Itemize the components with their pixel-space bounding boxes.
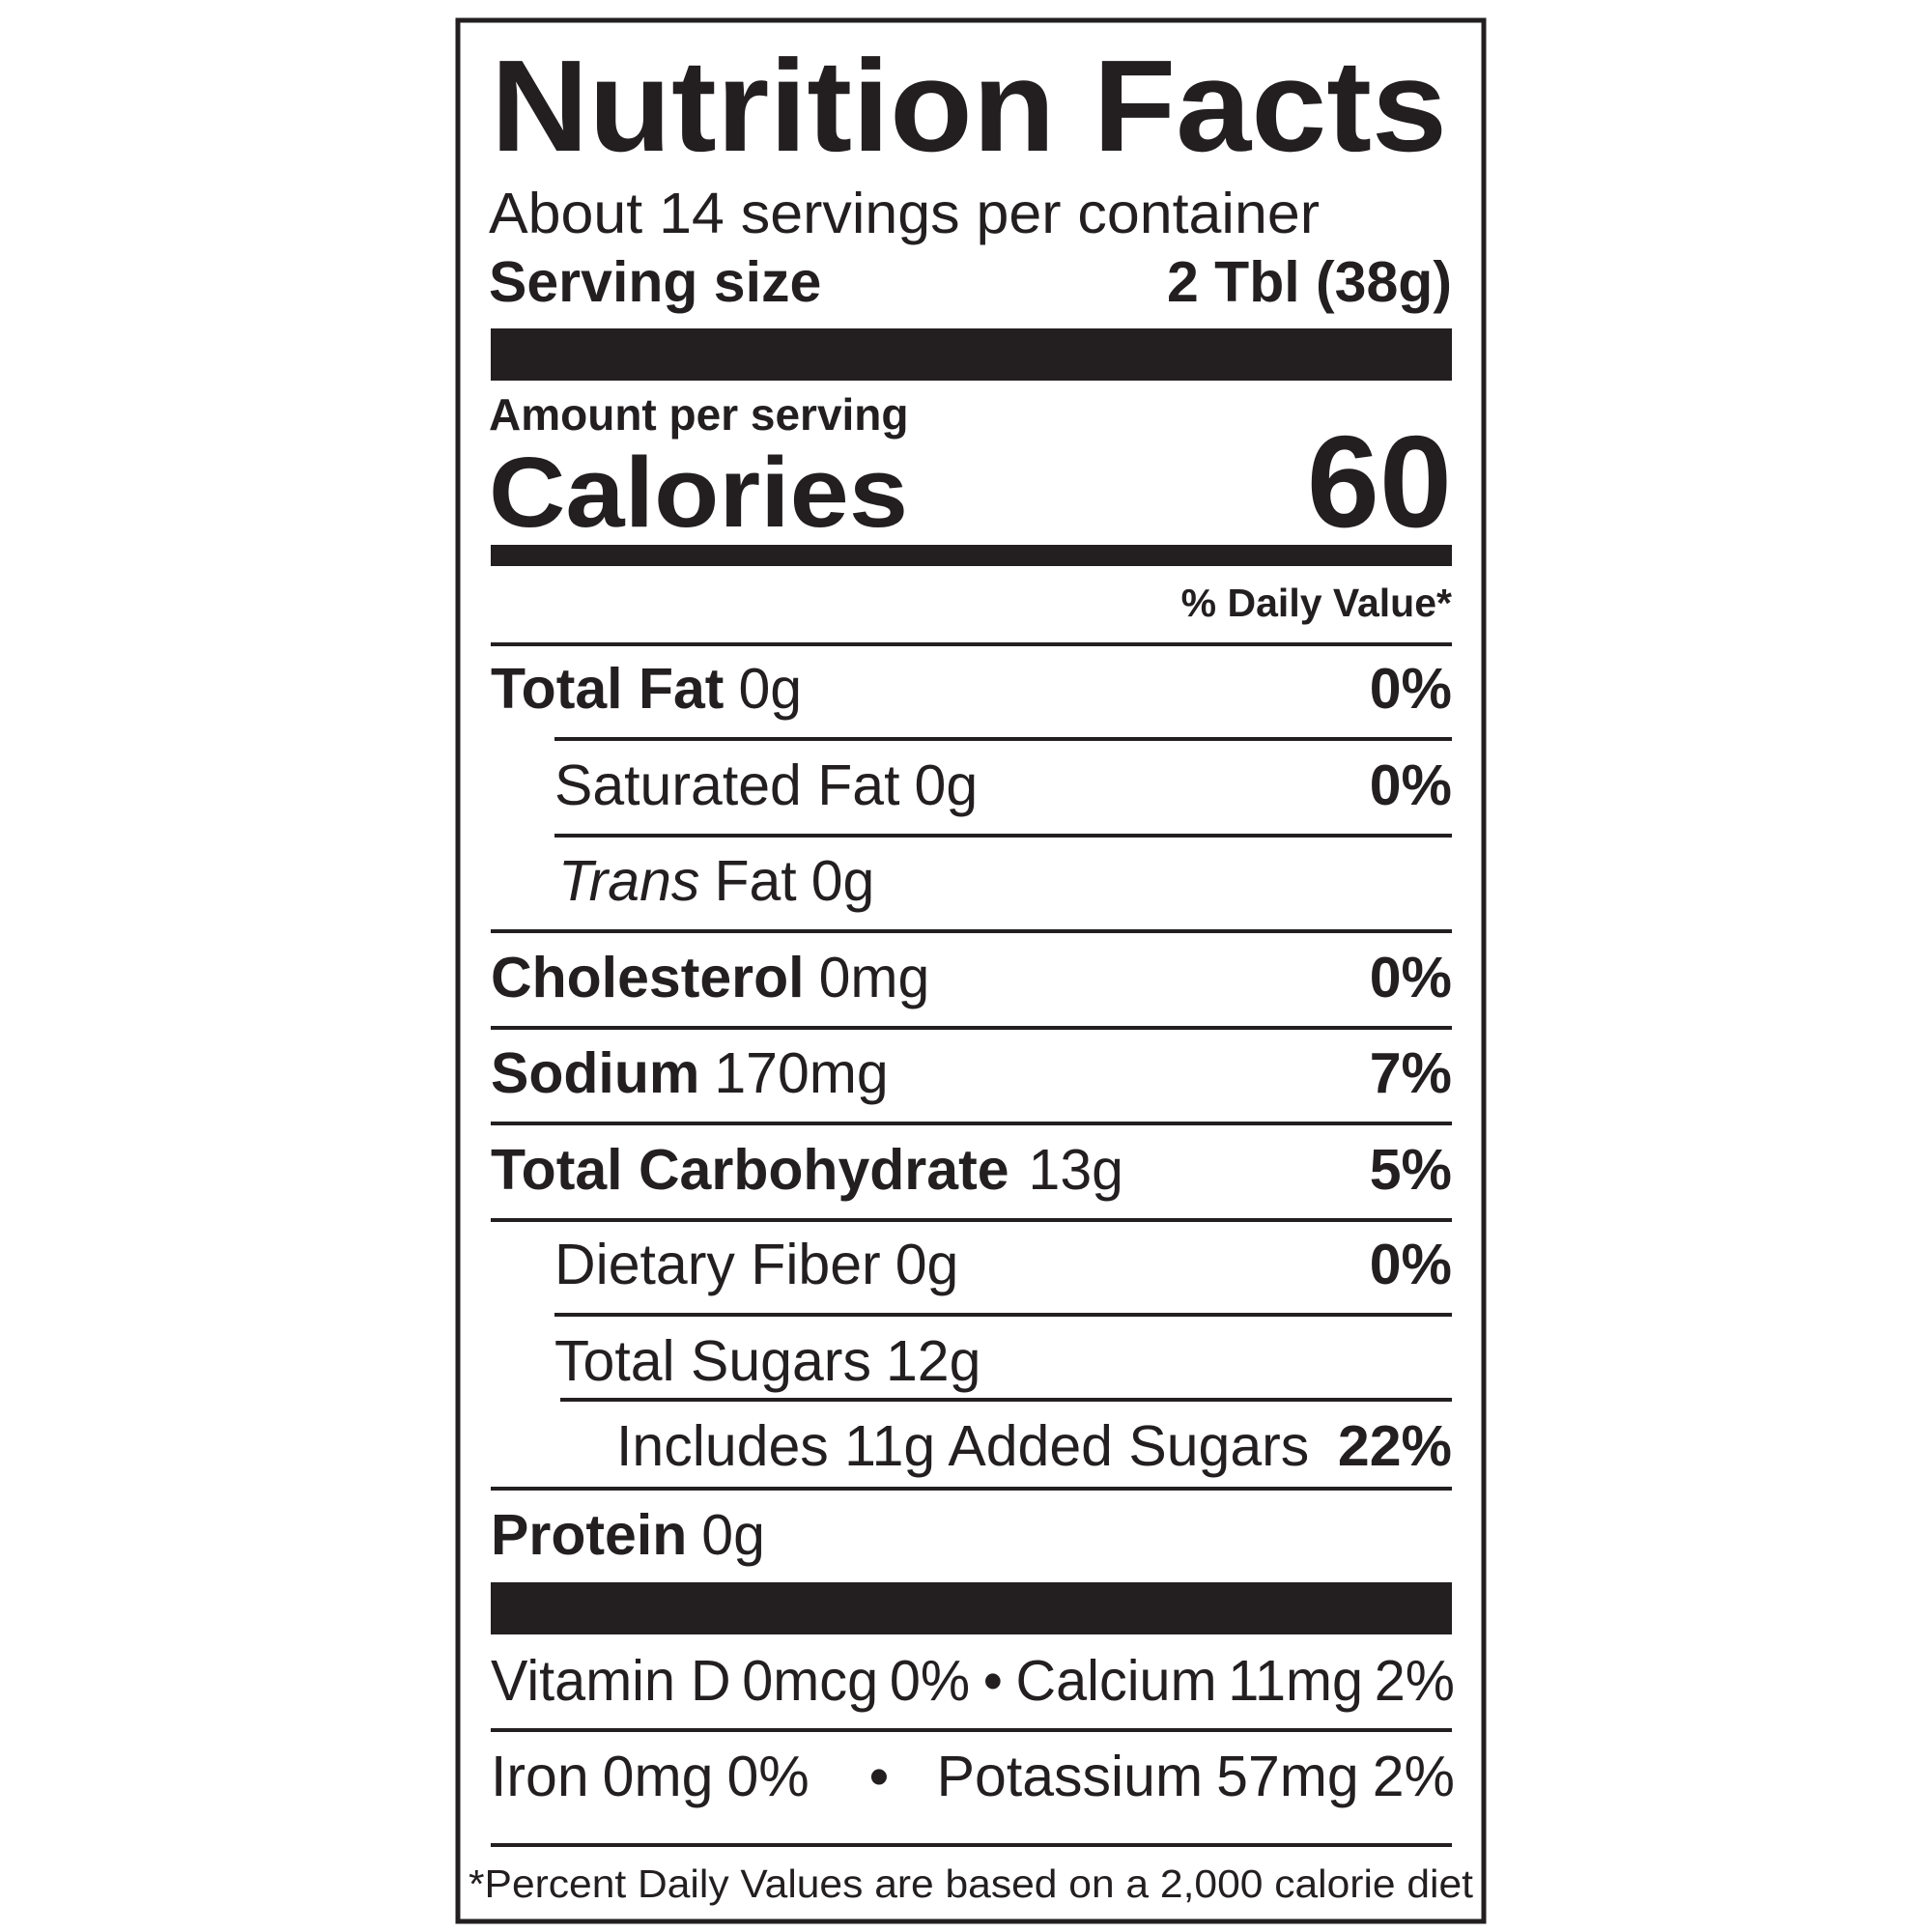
micronutrient-row: Vitamin D0mcg 0% • Calcium 11mg 2% xyxy=(491,1649,1455,1713)
nutrient-amount: 12g xyxy=(886,1329,980,1393)
label-border xyxy=(455,17,1487,1924)
micro-amount: 11mg xyxy=(1228,1649,1363,1713)
nutrient-name: Total Sugars xyxy=(554,1329,871,1393)
nutrient-name: Saturated Fat xyxy=(554,753,900,817)
divider-thick xyxy=(491,1582,1452,1634)
nutrient-dv: 0% xyxy=(1370,657,1452,721)
nutrient-name: Sodium xyxy=(491,1041,699,1105)
nutrient-row: Dietary Fiber 0g xyxy=(554,1233,958,1296)
divider-thick xyxy=(491,328,1452,381)
nutrient-row: Total Carbohydrate 13g xyxy=(491,1138,1123,1202)
micro-name: Iron xyxy=(491,1745,589,1808)
nutrient-name: Includes 11g Added Sugars xyxy=(616,1414,1309,1478)
nutrient-row: Protein 0g xyxy=(491,1503,765,1567)
nutrient-dv: 0% xyxy=(1370,946,1452,1009)
nutrient-row: Saturated Fat 0g xyxy=(554,753,978,817)
row-dividers xyxy=(491,642,1452,1847)
serving-size: 2 Tbl (38g) xyxy=(1167,250,1452,314)
micro-name: Calcium xyxy=(1016,1649,1217,1713)
nutrient-name: Cholesterol xyxy=(491,946,805,1009)
title: Nutrition Facts xyxy=(491,33,1447,179)
nutrient-name: Dietary Fiber xyxy=(554,1233,881,1296)
nutrient-dv: 22% xyxy=(1338,1414,1452,1478)
nutrient-amount: 0g xyxy=(895,1233,959,1296)
serving-size-label: Serving size xyxy=(489,250,821,314)
micro-amount: 0mcg xyxy=(742,1649,878,1713)
micronutrient-row: Potassium 57mg 2% xyxy=(937,1745,1455,1808)
servings: About 14 servings per container xyxy=(489,182,1320,245)
nutrient-row: Sodium 170mg xyxy=(491,1041,889,1105)
micro-amount: 0mg xyxy=(603,1745,714,1808)
nutrient-row: Trans Fat 0g xyxy=(558,849,874,913)
nutrient-row: Total Fat 0g xyxy=(491,657,802,721)
nutrient-amount: 0g xyxy=(811,849,875,913)
micro-name: Potassium xyxy=(937,1745,1203,1808)
nutrient-amount: 0mg xyxy=(819,946,930,1009)
nutrient-name: Protein xyxy=(491,1503,687,1567)
nutrient-dv: 5% xyxy=(1370,1138,1452,1202)
nutrient-name-italic: Trans xyxy=(558,849,699,913)
micronutrient-row: Iron 0mg 0% xyxy=(491,1745,810,1808)
nutrient-dv: 7% xyxy=(1370,1041,1452,1105)
nutrient-amount: 0g xyxy=(915,753,979,817)
nutrient-amount: 13g xyxy=(1029,1138,1123,1202)
nutrient-amount: 0g xyxy=(701,1503,765,1567)
separator: • xyxy=(869,1745,890,1808)
dv-header: % Daily Value* xyxy=(1181,581,1452,625)
footnote: *Percent Daily Values are based on a 2,0… xyxy=(469,1861,1474,1906)
nutrient-name: Fat xyxy=(714,849,796,913)
nutrient-dv: 0% xyxy=(1370,1233,1452,1296)
nutrient-name: Total Carbohydrate xyxy=(491,1138,1009,1202)
micro-dv: 2% xyxy=(1375,1649,1455,1713)
micro-dv: 2% xyxy=(1373,1745,1455,1808)
calories-value: 60 xyxy=(1307,409,1452,554)
separator: • xyxy=(983,1649,1003,1713)
amount-per-serving: Amount per serving xyxy=(489,389,909,440)
micro-dv: 0% xyxy=(726,1745,809,1808)
micro-name: Vitamin D xyxy=(491,1649,731,1713)
micro-amount: 57mg xyxy=(1216,1745,1359,1808)
nutrient-row: Cholesterol 0mg xyxy=(491,946,929,1009)
divider-medium xyxy=(491,545,1452,566)
nutrient-amount: 170mg xyxy=(714,1041,888,1105)
nutrient-row: Total Sugars 12g xyxy=(554,1329,980,1393)
nutrient-name: Total Fat xyxy=(491,657,724,721)
micro-dv: 0% xyxy=(890,1649,970,1713)
calories-label: Calories xyxy=(489,437,908,548)
nutrient-amount: 0g xyxy=(738,657,802,721)
nutrient-dv: 0% xyxy=(1370,753,1452,817)
